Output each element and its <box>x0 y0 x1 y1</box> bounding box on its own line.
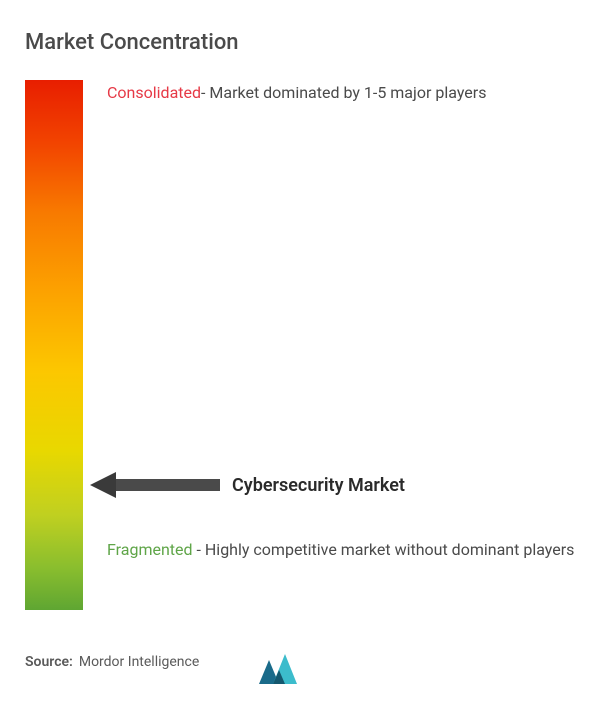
chart-title: Market Concentration <box>25 30 586 55</box>
mordor-logo-icon <box>255 650 303 688</box>
fragmented-highlight: Fragmented <box>107 540 193 559</box>
arrow-left-icon <box>90 470 220 500</box>
concentration-gradient-bar <box>25 80 83 610</box>
source-label: Source: <box>25 654 73 670</box>
fragmented-desc: - Highly competitive market without domi… <box>193 540 575 559</box>
consolidated-label: Consolidated- Market dominated by 1-5 ma… <box>107 82 486 104</box>
source-footer: Source: Mordor Intelligence <box>25 654 199 670</box>
source-name: Mordor Intelligence <box>79 654 199 670</box>
chart-content: Consolidated- Market dominated by 1-5 ma… <box>25 80 586 625</box>
consolidated-desc: - Market dominated by 1-5 major players <box>201 83 486 102</box>
market-marker: Cybersecurity Market <box>90 470 405 500</box>
market-name-label: Cybersecurity Market <box>232 475 405 496</box>
fragmented-label: Fragmented - Highly competitive market w… <box>107 538 574 562</box>
consolidated-highlight: Consolidated <box>107 83 201 102</box>
